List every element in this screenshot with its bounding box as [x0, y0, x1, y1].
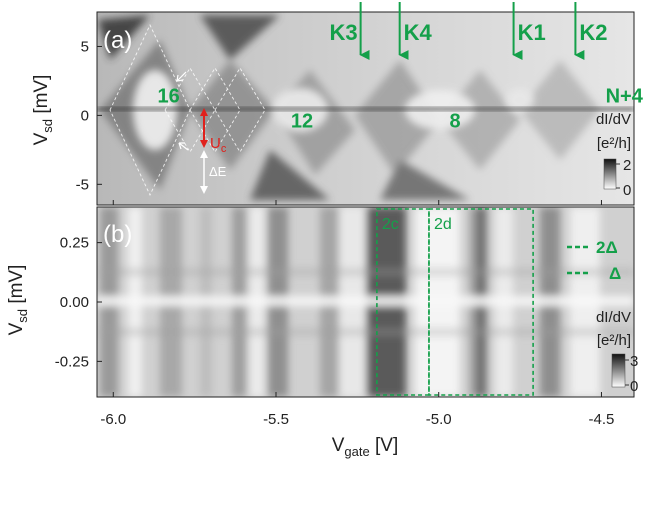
measurement-box	[428, 208, 534, 396]
kondo-arrow-label: K4	[404, 20, 433, 45]
panel-a-frame	[96, 11, 635, 206]
colorbar-b-title: dI/dV	[596, 309, 631, 326]
colorbar-b-max: 3	[630, 353, 638, 370]
colorbar-a-unit: [e²/h]	[597, 135, 631, 152]
y-tick-label: 0.25	[60, 235, 89, 252]
uc-annotation: Uc	[200, 108, 227, 155]
svg-text:ΔE: ΔE	[209, 164, 227, 179]
diamond-guides	[109, 23, 266, 197]
panel-a-colorbar: dI/dV [e²/h] 2 0	[596, 111, 631, 199]
panel-b: (b) 0.25 0.00 -0.25 Vsd [mV] 2c 2d 2Δ Δ dI/…	[6, 206, 638, 398]
panel-a-texture	[97, 15, 634, 200]
x-tick-label: -6.0	[100, 411, 126, 428]
legend-2delta: 2Δ	[596, 238, 618, 257]
panel-b-y-ticks: 0.25 0.00 -0.25	[55, 235, 102, 370]
x-tick-label: -4.5	[589, 411, 615, 428]
x-axis-label: Vgate [V]	[332, 435, 399, 459]
kondo-arrow-label: K1	[518, 20, 546, 45]
delta-e-annotation: ΔE	[200, 150, 227, 194]
colorbar-a-title: dI/dV	[596, 111, 631, 128]
panel-b-y-label: Vsd [mV]	[6, 265, 30, 336]
colorbar-b-min: 0	[630, 378, 638, 395]
panel-a-y-label: Vsd [mV]	[31, 75, 55, 146]
region-labels: 16 12 8 N+4	[157, 86, 643, 133]
pointer-arrows	[176, 71, 189, 151]
region-label: 16	[157, 86, 179, 108]
colorbar-b-unit: [e²/h]	[597, 332, 631, 349]
panel-b-colorbar: dI/dV [e²/h] 3 0	[596, 309, 638, 395]
y-tick-label: 0.00	[60, 294, 89, 311]
measurement-box-label: 2d	[434, 216, 452, 233]
colorbar-a-min: 0	[623, 182, 631, 199]
measurement-box-label: 2c	[382, 216, 399, 233]
panel-a-y-ticks: 5 0 -5	[76, 38, 102, 193]
measurement-boxes: 2c 2d	[376, 208, 534, 396]
region-label: 12	[291, 111, 313, 133]
kondo-arrow-label: K2	[579, 20, 607, 45]
panel-b-label: (b)	[103, 221, 132, 248]
panel-a-label: (a)	[103, 27, 132, 54]
region-label: N+4	[606, 86, 644, 108]
panel-b-texture	[97, 207, 634, 397]
gap-legend: 2Δ Δ	[567, 238, 621, 283]
x-tick-label: -5.0	[426, 411, 452, 428]
y-tick-label: -0.25	[55, 353, 89, 370]
y-tick-label: 5	[81, 38, 89, 55]
y-tick-label: -5	[76, 176, 89, 193]
svg-text:Uc: Uc	[210, 135, 227, 155]
legend-delta: Δ	[609, 264, 621, 283]
colorbar-a-max: 2	[623, 157, 631, 174]
kondo-arrow-label: K3	[329, 20, 357, 45]
y-tick-label: 0	[81, 107, 89, 124]
x-tick-label: -5.5	[263, 411, 289, 428]
panel-a: (a) 5 0 -5 Vsd [mV] K3 K4 K1 K2 16 12 8 N+4 Uc Δ…	[31, 2, 644, 206]
kondo-arrows: K3 K4 K1 K2	[329, 2, 608, 60]
x-axis-ticks: -6.0 -5.5 -5.0 -4.5	[100, 200, 614, 428]
region-label: 8	[449, 111, 460, 133]
